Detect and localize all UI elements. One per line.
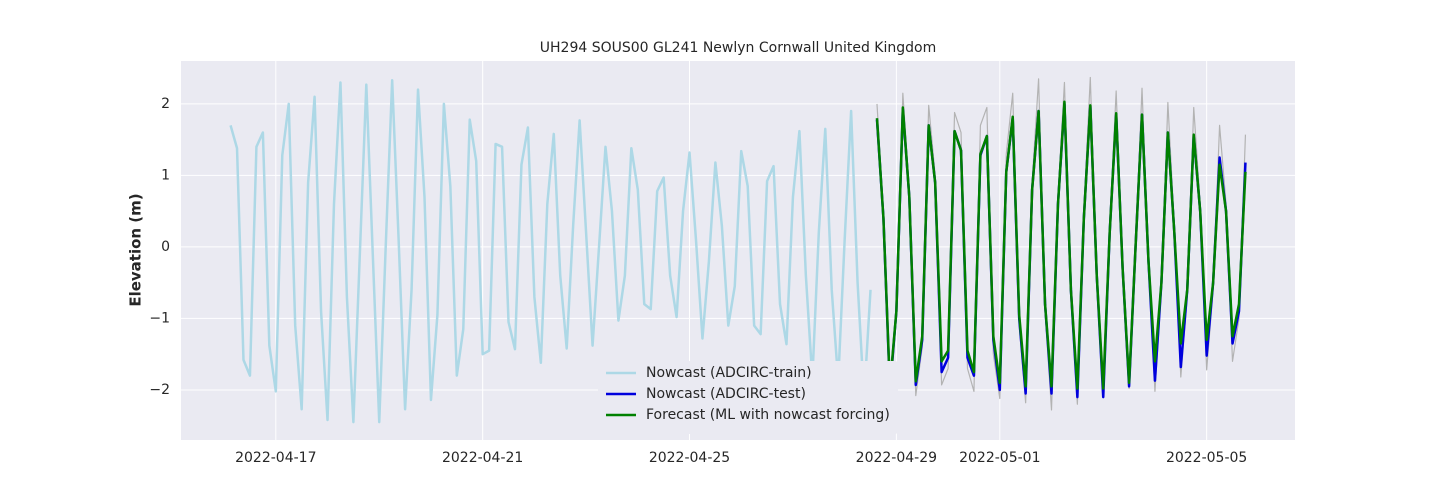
y-tick-label: 2 (161, 96, 170, 112)
y-axis-label: Elevation (m) (127, 193, 145, 306)
x-tick-label: 2022-05-05 (1166, 450, 1247, 466)
chart-title: UH294 SOUS00 GL241 Newlyn Cornwall Unite… (540, 40, 936, 56)
y-tick-label: 1 (161, 167, 170, 183)
x-tick-label: 2022-04-29 (856, 450, 937, 466)
y-tick-label: −2 (149, 382, 170, 398)
x-tick-label: 2022-04-21 (442, 450, 523, 466)
labels: −2 −1 0 1 2 2022-04-17 2022-04-21 2022-04-25 202… (149, 96, 1247, 466)
legend-label: Nowcast (ADCIRC-test) (646, 386, 806, 402)
series-line (229, 79, 872, 424)
legend-frame (598, 361, 898, 434)
x-tick-label: 2022-04-25 (649, 450, 730, 466)
grid (181, 61, 1295, 440)
x-tick-label: 2022-04-17 (235, 450, 316, 466)
y-tick-label: −1 (149, 310, 170, 326)
series-line (875, 100, 1247, 390)
y-tick-label: 0 (161, 239, 170, 255)
x-tick-label: 2022-05-01 (959, 450, 1040, 466)
legend-label: Nowcast (ADCIRC-train) (646, 365, 812, 381)
lines (229, 76, 1247, 424)
legend-label: Forecast (ML with nowcast forcing) (646, 407, 890, 423)
legend: Nowcast (ADCIRC-train) Nowcast (ADCIRC-te… (598, 361, 898, 434)
